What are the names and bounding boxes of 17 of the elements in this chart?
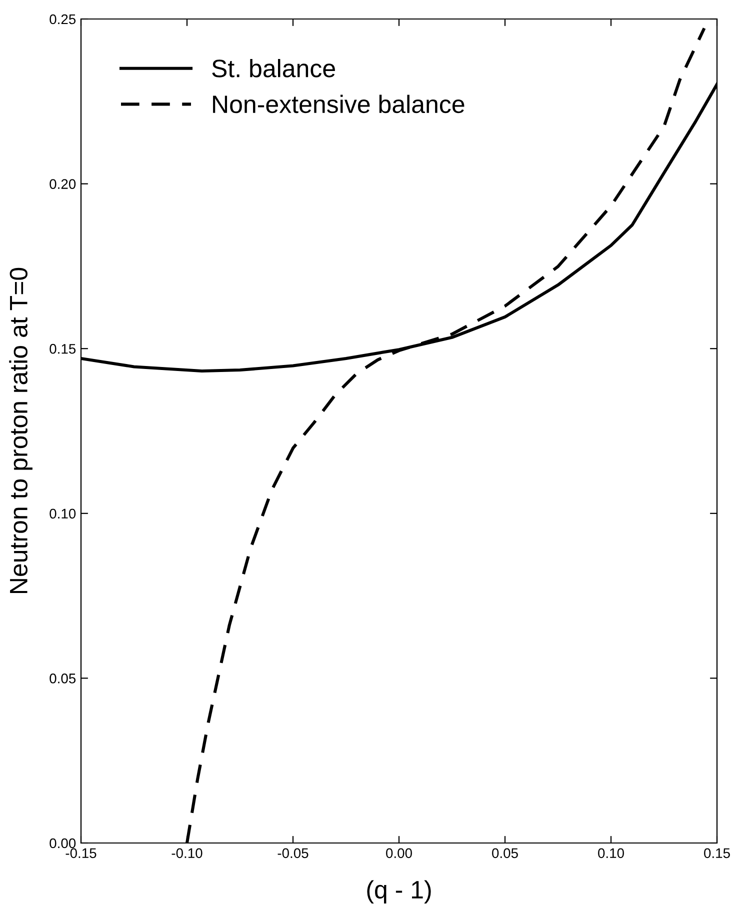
y-tick-label: 0.05 bbox=[50, 674, 76, 684]
y-tick-label: 0.20 bbox=[50, 179, 76, 189]
x-tick-label: -0.05 bbox=[278, 848, 308, 858]
x-tick-label: 0.10 bbox=[598, 848, 624, 858]
y-tick-label: 0.15 bbox=[50, 344, 76, 354]
y-tick-label: 0.25 bbox=[50, 14, 76, 24]
legend-label: Non-extensive balance bbox=[213, 94, 464, 114]
y-axis-title: Neutron to proton ratio at T=0 bbox=[9, 268, 32, 594]
y-tick-label: 0.10 bbox=[50, 508, 76, 519]
x-tick-label: 0.00 bbox=[386, 848, 412, 858]
x-tick-label: -0.15 bbox=[66, 848, 96, 858]
x-tick-label: 0.05 bbox=[492, 848, 518, 858]
x-axis-title: (q - 1) bbox=[367, 880, 431, 904]
x-tick-label: 0.15 bbox=[704, 848, 730, 858]
x-tick-label: -0.10 bbox=[172, 848, 202, 858]
y-tick-label: 0.00 bbox=[50, 838, 76, 848]
legend-label: St. balance bbox=[212, 59, 335, 78]
